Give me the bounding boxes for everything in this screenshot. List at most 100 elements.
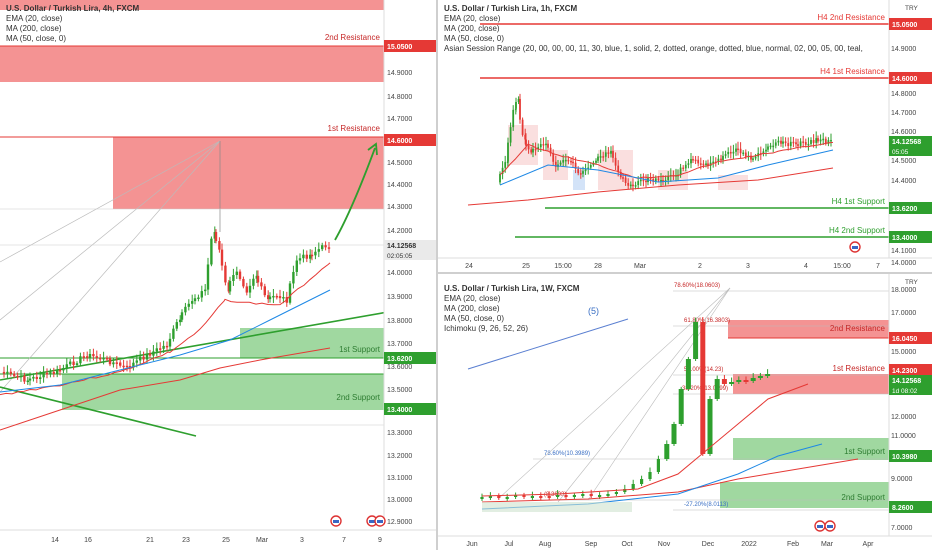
tr-candle (610, 151, 612, 154)
weekly-candle (505, 497, 509, 499)
tr-candle (664, 180, 667, 182)
tr-candle (830, 139, 832, 142)
resistance-1-price-tag-bg (384, 134, 436, 146)
left-candle (310, 254, 314, 257)
tr-candle (574, 162, 577, 169)
left-candle (268, 296, 272, 300)
projection-arrow-head (367, 142, 378, 156)
price-axis-label: 13.1000 (387, 475, 412, 482)
weekly-candle (522, 495, 526, 497)
br-last-price-tag: 14.12568 (892, 378, 921, 385)
tr-candle (629, 184, 632, 187)
weekly-candle (750, 378, 756, 381)
left-candle (175, 322, 178, 329)
weekly-candle (514, 495, 518, 497)
left-candle (62, 368, 65, 371)
time-axis-label: 23 (182, 537, 190, 544)
vertical-divider[interactable] (436, 0, 438, 550)
price-axis-label: 13.5000 (387, 387, 412, 394)
tr-candle (815, 138, 818, 143)
h4-r1-price-tag-bg (889, 72, 932, 84)
event-flag-icon-inner (377, 520, 383, 523)
left-candle (19, 375, 23, 378)
tr-candle (804, 142, 807, 145)
weekly-candle (757, 376, 763, 378)
left-chart-svg[interactable]: 2nd Resistance 1st Resistance 1st Support 2… (0, 0, 436, 550)
resistance-2-zone (0, 46, 384, 82)
left-candle (23, 375, 26, 382)
left-candle (172, 328, 175, 339)
top-right-chart-svg[interactable]: H4 2nd Resistance H4 1st Resistance H4 1st… (438, 0, 932, 272)
fib-fan-line (0, 140, 221, 393)
left-candle (115, 362, 118, 364)
left-candle (193, 298, 197, 302)
time-axis-label: 28 (594, 263, 602, 270)
tr-candle (817, 138, 819, 142)
time-axis-label: Aug (539, 541, 552, 548)
horizontal-divider[interactable] (438, 272, 932, 274)
left-candle (32, 376, 35, 379)
br-indicator-ma50: MA (50, close, 0) (444, 314, 505, 323)
weekly-candle (589, 494, 593, 496)
left-chart-legend: U.S. Dollar / Turkish Lira, 4h, FXCM EMA… (6, 4, 139, 44)
left-candle (256, 275, 260, 283)
weekly-candle (497, 496, 501, 498)
weekly-candle (700, 322, 706, 454)
asian-session-box (718, 175, 748, 190)
weekly-candle (606, 494, 610, 496)
left-chart-panel[interactable]: 2nd Resistance 1st Resistance 1st Support 2… (0, 0, 436, 550)
bottom-right-chart-panel[interactable]: 78.60%(18.0603)61.80%(16.3803)50.00%(14.… (438, 274, 932, 550)
top-right-chart-panel[interactable]: H4 2nd Resistance H4 1st Resistance H4 1st… (438, 0, 932, 272)
left-candle (92, 353, 95, 357)
left-candle (35, 376, 38, 379)
tr-candle (584, 168, 587, 172)
left-candle (159, 348, 162, 350)
left-candle (139, 356, 142, 361)
event-flag-icon-inner (817, 525, 823, 528)
left-candle (82, 356, 85, 358)
weekly-candle (614, 492, 618, 494)
left-candle (125, 365, 129, 368)
left-candle (206, 264, 210, 290)
tr-candle (822, 138, 825, 141)
left-candle (148, 353, 152, 356)
tr-candle (559, 162, 562, 165)
price-axis-label: 12.0000 (891, 414, 916, 421)
left-candle (26, 380, 29, 383)
weekly-candle (480, 497, 484, 499)
time-axis-label: 15:00 (833, 263, 851, 270)
tr-candle (750, 155, 752, 160)
left-candle (224, 265, 227, 283)
tr-candle (537, 147, 540, 150)
tr-candle (582, 171, 584, 174)
weekly-candle (729, 382, 735, 384)
price-axis-label: 13.6000 (387, 364, 412, 371)
left-candle (152, 351, 155, 356)
tr-candle (501, 167, 504, 174)
price-axis (889, 0, 932, 258)
price-axis-label: 14.9000 (891, 46, 916, 53)
last-price-tag-bg (384, 240, 436, 260)
bottom-right-chart-legend: U.S. Dollar / Turkish Lira, 1W, FXCM EMA… (444, 284, 579, 334)
left-candle (235, 271, 238, 276)
h4-level-label: H4 2nd Support (829, 226, 886, 235)
left-candle (119, 362, 122, 366)
price-axis-label: 14.8000 (891, 91, 916, 98)
zone-label: 1st Resistance (833, 364, 886, 373)
time-axis-label: Jul (505, 541, 514, 548)
tr-candle (642, 179, 645, 182)
left-candle (49, 372, 52, 375)
tr-candle (737, 148, 739, 151)
w-s1-price-tag: 10.3980 (892, 454, 917, 461)
price-axis-label: 14.5000 (387, 160, 412, 167)
tr-candle (515, 101, 517, 109)
time-axis-label: Mar (634, 263, 647, 270)
w-s2-price-tag: 8.2600 (892, 505, 914, 512)
weekly-candle (671, 424, 677, 444)
price-axis-label: 14.4000 (387, 182, 412, 189)
left-candle (16, 375, 19, 378)
bottom-right-chart-svg[interactable]: 78.60%(18.0603)61.80%(16.3803)50.00%(14.… (438, 274, 932, 550)
zone-label: 1st Support (844, 447, 886, 456)
tr-candle (509, 127, 512, 143)
weekly-candle (581, 494, 585, 496)
